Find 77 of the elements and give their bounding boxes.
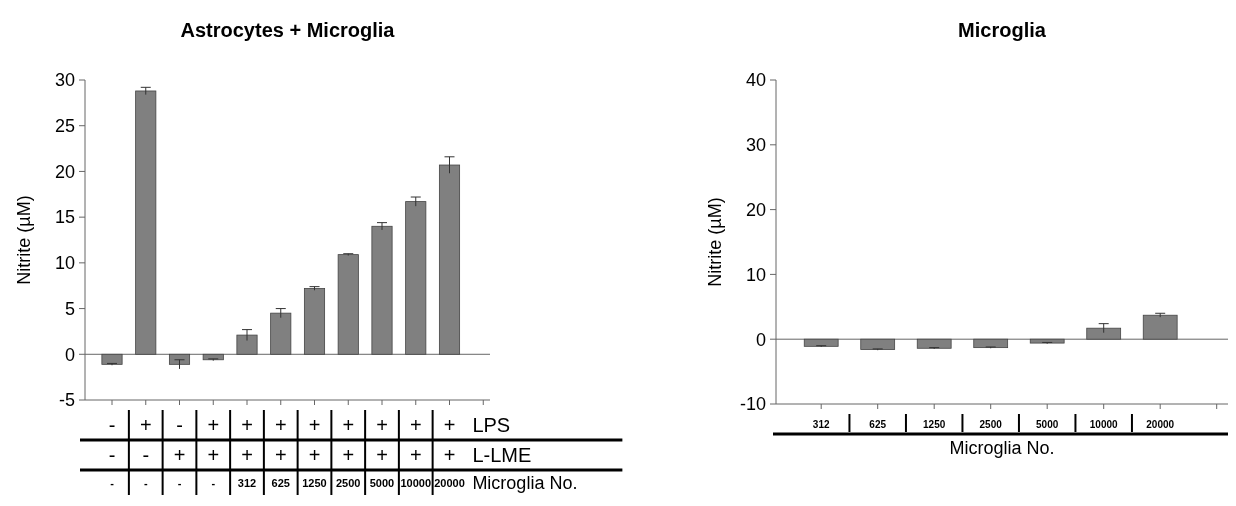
y-tick-label: 20 [54, 161, 75, 182]
text: L-LME [472, 444, 532, 466]
text: + [409, 414, 422, 436]
x-axis-title: Microglia No. [949, 438, 1055, 458]
text: - [142, 444, 150, 466]
x-tick-label: 1250 [302, 477, 327, 489]
text: + [376, 444, 388, 466]
bar [135, 90, 157, 355]
x-tick-label: 312 [237, 477, 257, 489]
text: + [274, 444, 287, 466]
x-tick-label: - [177, 477, 182, 489]
text: + [342, 414, 355, 436]
x-tick-label: 10000 [400, 477, 432, 489]
chart-title: Microglia [958, 19, 1047, 41]
y-tick-label: 25 [54, 116, 75, 137]
y-tick-label: 10 [54, 253, 75, 274]
x-tick-label: 625 [271, 477, 290, 489]
text: - [108, 444, 116, 466]
y-tick-label: 10 [745, 264, 766, 285]
x-tick-label: - [110, 477, 115, 489]
text: + [241, 414, 253, 436]
text: + [308, 444, 321, 466]
text: + [342, 444, 355, 466]
chart-title: Astrocytes + Microglia [180, 19, 396, 41]
text: + [207, 444, 220, 466]
bar [1029, 338, 1065, 344]
x-tick-label: - [143, 477, 148, 489]
text: Microglia No. [472, 473, 578, 494]
text: + [443, 414, 456, 436]
bar [303, 288, 326, 355]
x-tick-label: 1250 [923, 418, 946, 430]
y-tick-label: 30 [54, 70, 75, 91]
y-axis-title: Nitrite (µM) [705, 197, 725, 287]
bar [101, 353, 123, 365]
x-tick-label: 10000 [1089, 418, 1119, 430]
text: + [376, 414, 388, 436]
bar [438, 164, 461, 355]
text: + [443, 444, 456, 466]
x-tick-label: 20000 [434, 477, 465, 489]
y-tick-label: 40 [745, 70, 766, 91]
x-tick-label: 312 [812, 418, 830, 430]
bar [803, 338, 839, 347]
y-tick-label: 30 [745, 135, 766, 156]
text: + [139, 414, 152, 436]
bar [168, 353, 191, 365]
y-tick-label: 0 [755, 329, 766, 350]
y-tick-label: 15 [54, 207, 75, 228]
text: + [173, 444, 186, 466]
text: LPS [472, 414, 511, 436]
bar [405, 201, 427, 355]
text: + [207, 414, 220, 436]
text: + [409, 444, 422, 466]
bar [860, 338, 896, 350]
text: + [308, 414, 321, 436]
x-tick-label: 625 [869, 418, 887, 430]
x-tick-label: 20000 [1146, 418, 1175, 430]
x-tick-label: 5000 [369, 477, 395, 489]
text: + [274, 414, 287, 436]
bar [973, 338, 1009, 349]
bar [1142, 314, 1178, 340]
bar [371, 225, 393, 355]
y-axis-title: Nitrite (µM) [14, 195, 34, 285]
y-tick-label: -10 [739, 394, 766, 415]
bar [236, 334, 258, 355]
bar [270, 312, 292, 355]
y-tick-label: 20 [745, 199, 766, 220]
x-tick-label: 2500 [336, 477, 361, 489]
y-tick-label: -5 [58, 390, 75, 411]
y-tick-label: 0 [64, 344, 75, 365]
bar [916, 338, 952, 349]
text: + [241, 444, 253, 466]
y-tick-label: 5 [64, 298, 75, 319]
x-tick-label: - [211, 477, 216, 489]
x-tick-label: 5000 [1036, 418, 1059, 430]
bar [337, 254, 359, 355]
x-tick-label: 2500 [979, 418, 1003, 430]
bar [1086, 327, 1122, 340]
